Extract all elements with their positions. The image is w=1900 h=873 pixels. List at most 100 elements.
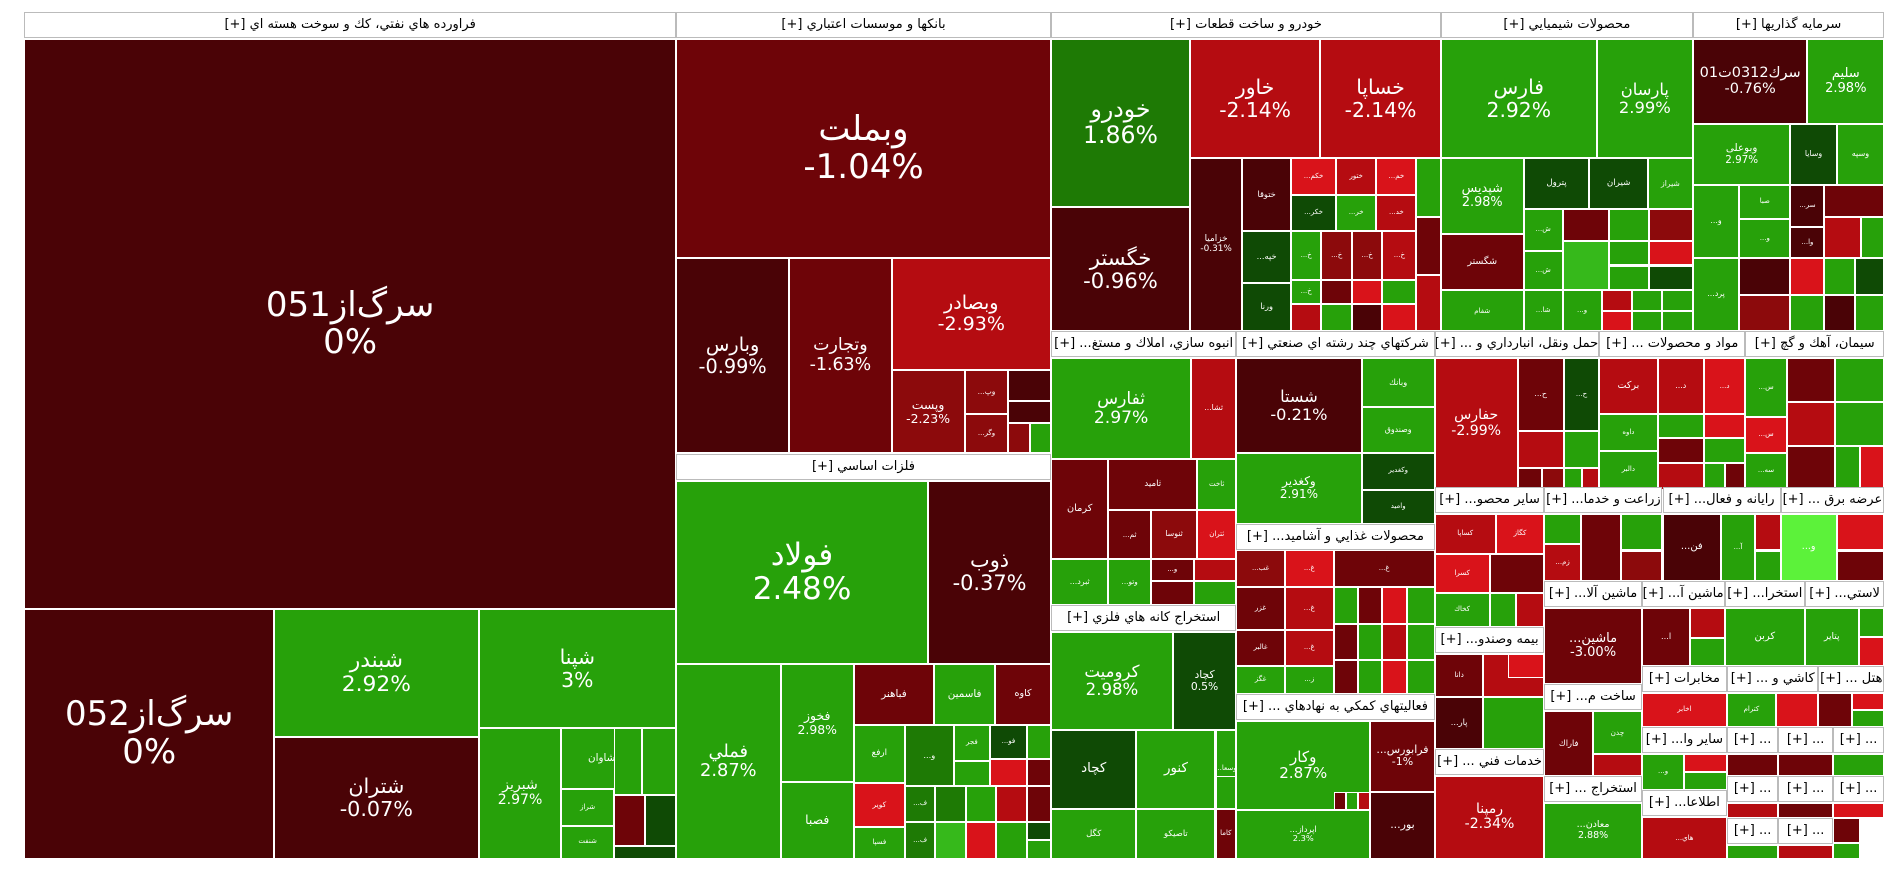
stock-tile[interactable]	[1333, 660, 1358, 695]
stock-tile[interactable]	[645, 795, 676, 847]
stock-tile[interactable]	[1727, 845, 1779, 859]
stock-tile[interactable]	[1489, 554, 1545, 594]
stock-tile[interactable]: كچاد 0.5%	[1172, 632, 1237, 730]
stock-tile[interactable]	[1858, 636, 1885, 667]
stock-tile[interactable]: ...معادن 2.88%	[1544, 802, 1642, 859]
stock-tile[interactable]: ...خكم	[1291, 158, 1337, 195]
stock-tile[interactable]: وپست -2.23%	[891, 370, 965, 454]
stock-tile[interactable]	[1833, 818, 1860, 843]
stock-tile[interactable]	[1824, 294, 1855, 332]
stock-tile[interactable]: ارفع	[853, 724, 905, 784]
stock-tile[interactable]: كسرا	[1434, 554, 1490, 594]
stock-tile[interactable]: كاما	[1215, 808, 1237, 859]
stock-tile[interactable]: شپنا 3%	[478, 608, 676, 729]
stock-tile[interactable]: ...و	[1692, 185, 1740, 259]
stock-tile[interactable]	[1321, 304, 1352, 332]
stock-tile[interactable]: رمپنا -2.34%	[1434, 775, 1545, 859]
stock-tile[interactable]	[1601, 310, 1633, 332]
stock-tile[interactable]: ...ف	[904, 785, 936, 823]
stock-tile[interactable]	[1703, 414, 1746, 439]
stock-tile[interactable]	[1621, 513, 1663, 551]
stock-tile[interactable]: اخابر	[1641, 692, 1728, 728]
stock-tile[interactable]: ...خ	[1321, 231, 1352, 281]
stock-tile[interactable]	[1662, 289, 1693, 311]
stock-tile[interactable]: ...پار	[1434, 696, 1484, 750]
stock-tile[interactable]: ثتران	[1197, 510, 1237, 560]
stock-tile[interactable]	[1008, 422, 1031, 454]
stock-tile[interactable]	[1778, 845, 1833, 859]
stock-tile[interactable]: شنفت	[561, 825, 614, 859]
sector-header[interactable]: حمل ونقل، انبارداري و ... [+]	[1434, 331, 1600, 358]
stock-tile[interactable]	[1351, 304, 1383, 332]
stock-tile[interactable]	[1835, 358, 1885, 402]
stock-tile[interactable]: وصندوق	[1361, 406, 1435, 454]
stock-tile[interactable]: دانا	[1434, 654, 1484, 697]
sector-header[interactable]: ... [+]	[1833, 775, 1885, 802]
stock-tile[interactable]: چدن	[1593, 711, 1642, 754]
stock-tile[interactable]	[1406, 660, 1435, 695]
stock-tile[interactable]	[1382, 304, 1417, 332]
stock-tile[interactable]	[1030, 422, 1052, 454]
stock-tile[interactable]	[1778, 753, 1833, 776]
stock-tile[interactable]: ...خ	[1291, 280, 1322, 305]
stock-tile[interactable]: ...خد	[1376, 194, 1417, 232]
stock-tile[interactable]	[1852, 710, 1885, 728]
stock-tile[interactable]	[1727, 753, 1779, 776]
stock-tile[interactable]	[1544, 513, 1581, 545]
sector-header[interactable]: سيمان، آهك و گچ [+]	[1745, 331, 1885, 358]
stock-tile[interactable]: سرگ‌از052 0%	[24, 608, 275, 859]
stock-tile[interactable]: ...ز	[1284, 666, 1334, 695]
stock-tile[interactable]	[1608, 209, 1650, 242]
stock-tile[interactable]: ...فن	[1662, 513, 1721, 581]
stock-tile[interactable]	[1357, 623, 1383, 661]
stock-tile[interactable]	[1333, 791, 1346, 810]
stock-tile[interactable]	[1026, 785, 1052, 823]
stock-tile[interactable]: ...خپه	[1242, 231, 1291, 283]
stock-tile[interactable]: شبندر 2.92%	[274, 608, 479, 737]
stock-tile[interactable]: شتران -0.07%	[274, 736, 479, 859]
stock-tile[interactable]: ورنا	[1242, 282, 1291, 332]
stock-tile[interactable]	[1351, 280, 1383, 305]
stock-tile[interactable]	[1786, 401, 1836, 446]
stock-tile[interactable]	[996, 785, 1027, 823]
stock-tile[interactable]	[1621, 550, 1663, 581]
stock-tile[interactable]	[1775, 692, 1819, 728]
stock-tile[interactable]: حفارس -2.99%	[1434, 358, 1518, 490]
stock-tile[interactable]: وكغدير	[1361, 453, 1435, 490]
stock-tile[interactable]: وسپه	[1836, 124, 1885, 186]
stock-tile[interactable]: ...ماشین -3.00%	[1544, 607, 1642, 685]
stock-tile[interactable]: كوير	[853, 783, 905, 827]
stock-tile[interactable]: خگستر -0.96%	[1051, 207, 1190, 332]
stock-tile[interactable]: وبارس -0.99%	[675, 258, 790, 454]
sector-header[interactable]: خودرو و ساخت قطعات [+]	[1051, 12, 1441, 39]
stock-tile[interactable]: فولاد 2.48%	[675, 481, 929, 664]
stock-tile[interactable]: داوه	[1599, 414, 1658, 451]
stock-tile[interactable]: ...بور	[1370, 791, 1435, 859]
sector-header[interactable]: مواد و محصولات ... [+]	[1599, 331, 1746, 358]
stock-tile[interactable]: ...وا	[1790, 226, 1825, 259]
stock-tile[interactable]: وبصادر -2.93%	[891, 258, 1052, 371]
stock-tile[interactable]	[1382, 660, 1407, 695]
stock-tile[interactable]: ...ف	[904, 822, 936, 859]
stock-tile[interactable]	[1008, 370, 1052, 401]
stock-tile[interactable]: ...سه	[1745, 453, 1787, 490]
stock-tile[interactable]: ...ح	[1563, 358, 1600, 432]
stock-tile[interactable]: كساپا	[1434, 513, 1496, 555]
stock-tile[interactable]: ...وتو	[1108, 559, 1151, 606]
stock-tile[interactable]	[1632, 289, 1663, 311]
stock-tile[interactable]	[1854, 258, 1885, 295]
stock-tile[interactable]	[1649, 265, 1693, 290]
stock-tile[interactable]: كخاك	[1434, 593, 1490, 628]
stock-tile[interactable]	[1824, 258, 1855, 295]
stock-tile[interactable]: شگستر	[1440, 233, 1524, 290]
stock-tile[interactable]: شبریز 2.97%	[478, 728, 562, 859]
sector-header[interactable]: خدمات فني ... [+]	[1434, 749, 1545, 776]
stock-tile[interactable]	[1333, 623, 1358, 661]
stock-tile[interactable]: فارس 2.92%	[1440, 38, 1597, 159]
stock-tile[interactable]	[1859, 445, 1885, 490]
stock-tile[interactable]	[1657, 462, 1704, 490]
stock-tile[interactable]: ...و	[1780, 513, 1837, 581]
sector-header[interactable]: مخابرات [+]	[1641, 666, 1728, 693]
sector-header[interactable]: ماشين آ... [+]	[1641, 580, 1725, 607]
stock-tile[interactable]: ...د	[1703, 358, 1746, 415]
